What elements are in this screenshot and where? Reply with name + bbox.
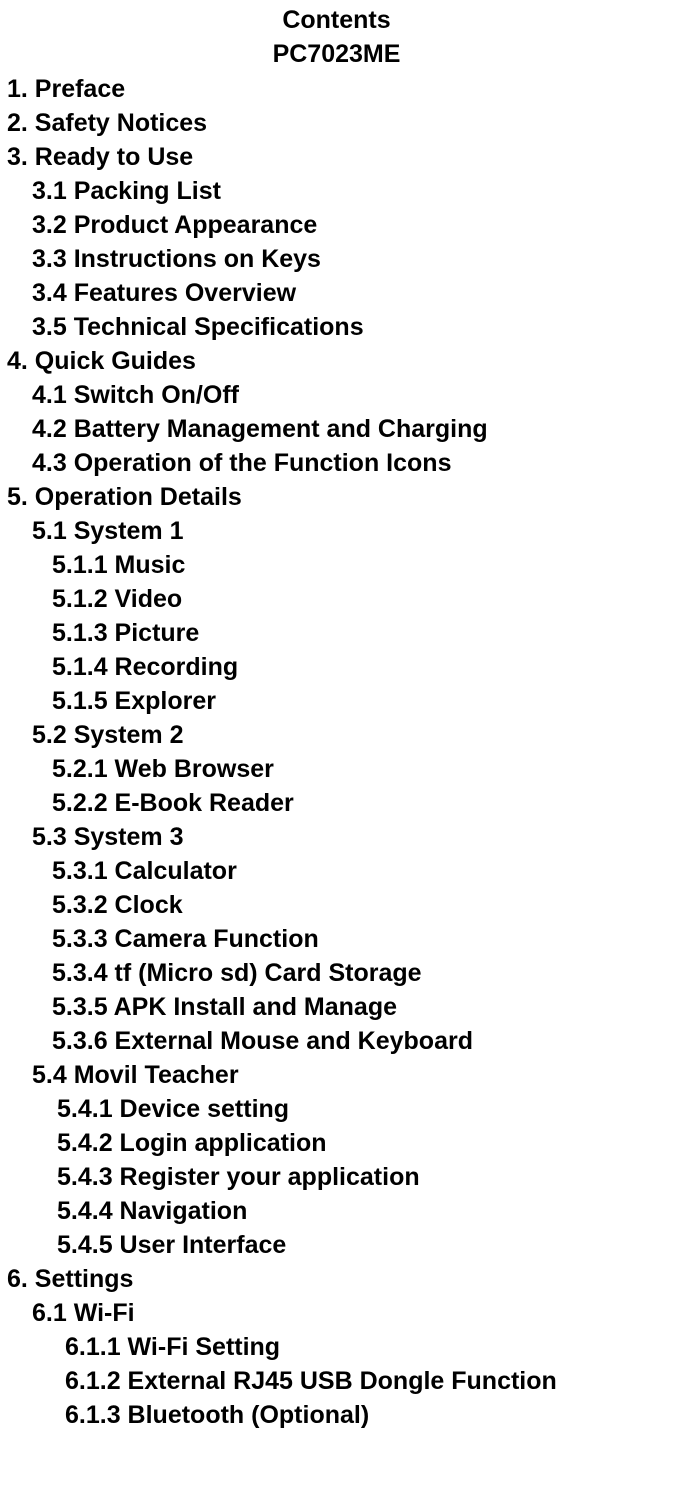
toc-entry: 3.1 Packing List: [2, 174, 671, 208]
toc-entry: 6. Settings: [2, 1262, 671, 1296]
toc-entry: 5.1.5 Explorer: [2, 684, 671, 718]
toc-entry: 5.1.3 Picture: [2, 616, 671, 650]
toc-entry: 5.2.1 Web Browser: [2, 752, 671, 786]
toc-entry: 5.3.1 Calculator: [2, 854, 671, 888]
toc-entry: 5.3.2 Clock: [2, 888, 671, 922]
toc-entry: 1. Preface: [2, 72, 671, 106]
toc-entry: 5.3.4 tf (Micro sd) Card Storage: [2, 956, 671, 990]
toc-entry: 5.3.3 Camera Function: [2, 922, 671, 956]
document-title: Contents: [2, 4, 671, 38]
toc-entry: 5.1.1 Music: [2, 548, 671, 582]
toc-entry: 5.1 System 1: [2, 514, 671, 548]
toc-entry: 3.5 Technical Specifications: [2, 310, 671, 344]
toc-entry: 5.2 System 2: [2, 718, 671, 752]
table-of-contents: 1. Preface 2. Safety Notices 3. Ready to…: [2, 72, 671, 1432]
toc-entry: 5. Operation Details: [2, 480, 671, 514]
toc-entry: 4. Quick Guides: [2, 344, 671, 378]
toc-entry: 4.1 Switch On/Off: [2, 378, 671, 412]
toc-entry: 5.4 Movil Teacher: [2, 1058, 671, 1092]
toc-entry: 5.4.2 Login application: [2, 1126, 671, 1160]
toc-entry: 3.2 Product Appearance: [2, 208, 671, 242]
toc-entry: 5.3 System 3: [2, 820, 671, 854]
toc-entry: 5.3.6 External Mouse and Keyboard: [2, 1024, 671, 1058]
toc-entry: 5.1.4 Recording: [2, 650, 671, 684]
toc-entry: 3.4 Features Overview: [2, 276, 671, 310]
toc-entry: 5.4.1 Device setting: [2, 1092, 671, 1126]
toc-entry: 4.2 Battery Management and Charging: [2, 412, 671, 446]
toc-entry: 5.1.2 Video: [2, 582, 671, 616]
toc-entry: 4.3 Operation of the Function Icons: [2, 446, 671, 480]
toc-entry: 6.1.3 Bluetooth (Optional): [2, 1398, 671, 1432]
document-subtitle: PC7023ME: [2, 38, 671, 72]
toc-entry: 6.1.2 External RJ45 USB Dongle Function: [2, 1364, 671, 1398]
toc-entry: 5.2.2 E-Book Reader: [2, 786, 671, 820]
toc-entry: 5.4.5 User Interface: [2, 1228, 671, 1262]
toc-entry: 6.1 Wi-Fi: [2, 1296, 671, 1330]
toc-entry: 5.3.5 APK Install and Manage: [2, 990, 671, 1024]
toc-entry: 5.4.4 Navigation: [2, 1194, 671, 1228]
toc-entry: 3.3 Instructions on Keys: [2, 242, 671, 276]
toc-entry: 3. Ready to Use: [2, 140, 671, 174]
toc-entry: 5.4.3 Register your application: [2, 1160, 671, 1194]
toc-entry: 2. Safety Notices: [2, 106, 671, 140]
toc-entry: 6.1.1 Wi-Fi Setting: [2, 1330, 671, 1364]
